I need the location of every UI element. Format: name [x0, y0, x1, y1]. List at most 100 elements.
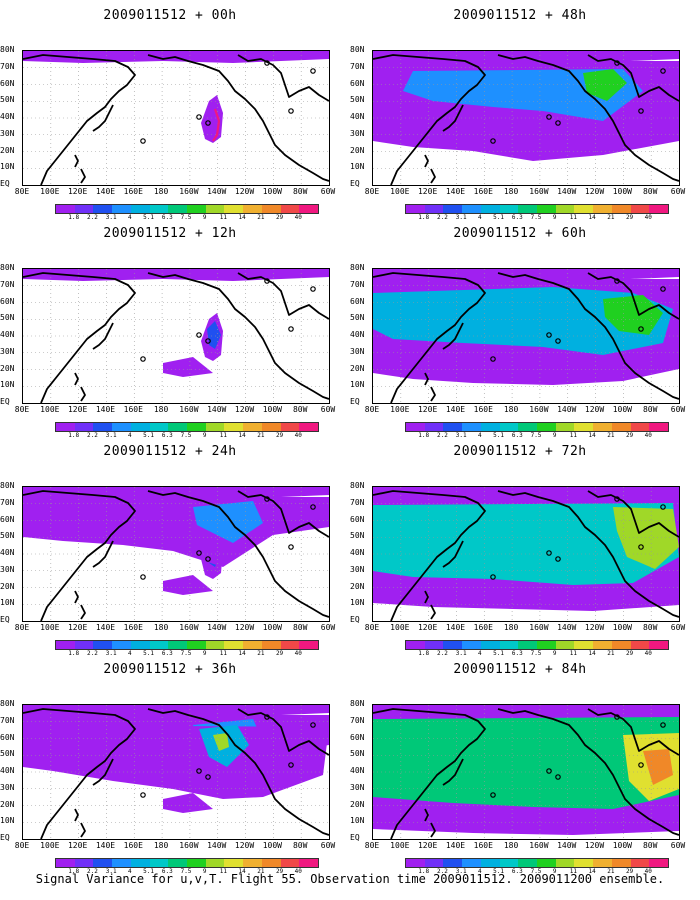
map-panel: 2009011512 + 60h 80N 70N 60N 50N 40N 30N 20N 10N…	[350, 226, 690, 441]
colorbar-swatch	[518, 423, 538, 431]
colorbar-swatch	[480, 423, 500, 431]
colorbar	[55, 640, 319, 650]
lat-label: 30N	[0, 346, 15, 356]
latitude-labels: 80N 70N 60N 50N 40N 30N 20N 10N EQ	[350, 700, 372, 842]
variance-shading	[403, 69, 643, 121]
colorbar-tick: 3.1	[455, 868, 467, 875]
lat-label: 20N	[0, 363, 15, 373]
colorbar-tick: 21	[257, 868, 265, 875]
colorbar-swatch	[443, 859, 463, 867]
island-outline	[196, 550, 202, 556]
colorbar-swatch	[480, 859, 500, 867]
lat-label: 30N	[350, 782, 365, 792]
colorbar-swatch	[555, 423, 575, 431]
colorbar-swatch	[537, 205, 556, 213]
lon-label: 100E	[390, 841, 410, 850]
island-outline	[614, 714, 620, 720]
lon-label: 60W	[320, 187, 336, 196]
lon-label: 160E	[123, 841, 143, 850]
lat-label: 40N	[0, 548, 15, 557]
colorbar-swatch	[187, 205, 206, 213]
colorbar-swatch	[593, 205, 612, 213]
lon-label: 140W	[207, 841, 227, 850]
lon-label: 140E	[95, 405, 116, 414]
lon-label: 180	[503, 841, 519, 850]
colorbar-swatch	[537, 859, 556, 867]
panel-title: 2009011512 + 36h	[103, 662, 237, 677]
island-outline	[310, 722, 316, 728]
lat-label: 50N	[350, 313, 365, 323]
lon-label: 140E	[445, 841, 466, 850]
variance-shading	[163, 357, 213, 377]
colorbar-swatch	[555, 205, 575, 213]
variance-shading	[373, 503, 679, 585]
colorbar-tick: 40	[294, 214, 302, 221]
latitude-labels: 80N 70N 60N 50N 40N 30N 20N 10N EQ	[0, 700, 22, 842]
lon-label: 140E	[445, 623, 466, 632]
lat-label: 70N	[0, 279, 15, 289]
colorbar-tick: 40	[294, 432, 302, 439]
longitude-labels: 80E 100E 120E 140E 160E 180 160W 140W 120W 100W 80…	[360, 188, 690, 198]
island-outline	[310, 286, 316, 292]
colorbar-tick: 6.3	[161, 868, 173, 875]
latitude-labels: 80N 70N 60N 50N 40N 30N 20N 10N EQ	[0, 264, 22, 406]
colorbar-tick: 29	[625, 650, 634, 657]
island-outline	[205, 774, 211, 780]
coastline	[430, 604, 436, 620]
map-area	[372, 50, 680, 186]
colorbar-tick: 2.2	[437, 868, 448, 875]
colorbar-swatch	[280, 859, 300, 867]
map-canvas	[23, 269, 329, 403]
colorbar-swatch	[649, 641, 669, 649]
coastline	[74, 590, 79, 604]
island-outline	[205, 120, 211, 126]
latitude-labels: 80N 70N 60N 50N 40N 30N 20N 10N EQ	[350, 264, 372, 406]
island-outline	[638, 326, 644, 332]
lon-label: 160W	[179, 405, 199, 414]
lon-label: 180	[503, 623, 519, 632]
colorbar-swatch	[406, 641, 425, 649]
colorbar-tick: 11	[569, 868, 578, 875]
lat-label: 10N	[350, 162, 365, 172]
colorbar-tick: 5.1	[493, 868, 504, 875]
colorbar-swatch	[74, 859, 94, 867]
colorbar-swatch	[224, 423, 244, 431]
map-panel: 2009011512 + 12h 80N 70N 60N 50N 40N 30N 20N 10N…	[0, 226, 340, 441]
colorbar-swatch	[243, 423, 262, 431]
colorbar-tick: 14	[238, 432, 246, 439]
lat-label: 40N	[350, 766, 365, 775]
lon-label: 100W	[612, 187, 632, 196]
colorbar-tick: 9	[202, 868, 207, 875]
colorbar-swatch	[93, 205, 113, 213]
colorbar	[405, 640, 669, 650]
coastline	[80, 168, 86, 184]
lat-label: EQ	[0, 615, 10, 624]
coastline	[147, 272, 329, 400]
coastline	[237, 490, 329, 538]
colorbar-tick: 1.8	[418, 650, 430, 657]
variance-shading	[613, 507, 679, 569]
latitude-labels: 80N 70N 60N 50N 40N 30N 20N 10N EQ	[350, 46, 372, 188]
lon-label: 160W	[529, 623, 549, 632]
lon-label: 140W	[207, 405, 227, 414]
island-outline	[140, 574, 146, 580]
panel-title: 2009011512 + 84h	[453, 662, 587, 677]
lat-label: EQ	[350, 833, 360, 842]
island-outline	[264, 714, 270, 720]
colorbar-tick: 6.3	[511, 650, 523, 657]
map-panel: 2009011512 + 48h 80N 70N 60N 50N 40N 30N 20N 10N…	[350, 8, 690, 223]
lat-label: 10N	[350, 380, 365, 390]
colorbar-tick: 2.2	[87, 650, 98, 657]
colorbar-swatch	[555, 859, 575, 867]
island-outline	[264, 278, 270, 284]
lon-label: 80E	[14, 623, 30, 632]
lon-label: 80W	[642, 187, 658, 196]
colorbar-swatch	[168, 205, 188, 213]
lat-label: 50N	[350, 531, 365, 541]
colorbar-swatch	[406, 859, 425, 867]
colorbar-swatch	[130, 205, 150, 213]
colorbar-tick: 14	[238, 868, 246, 875]
colorbar-tick: 11	[219, 650, 228, 657]
latitude-labels: 80N 70N 60N 50N 40N 30N 20N 10N EQ	[350, 482, 372, 624]
island-outline	[205, 556, 211, 562]
